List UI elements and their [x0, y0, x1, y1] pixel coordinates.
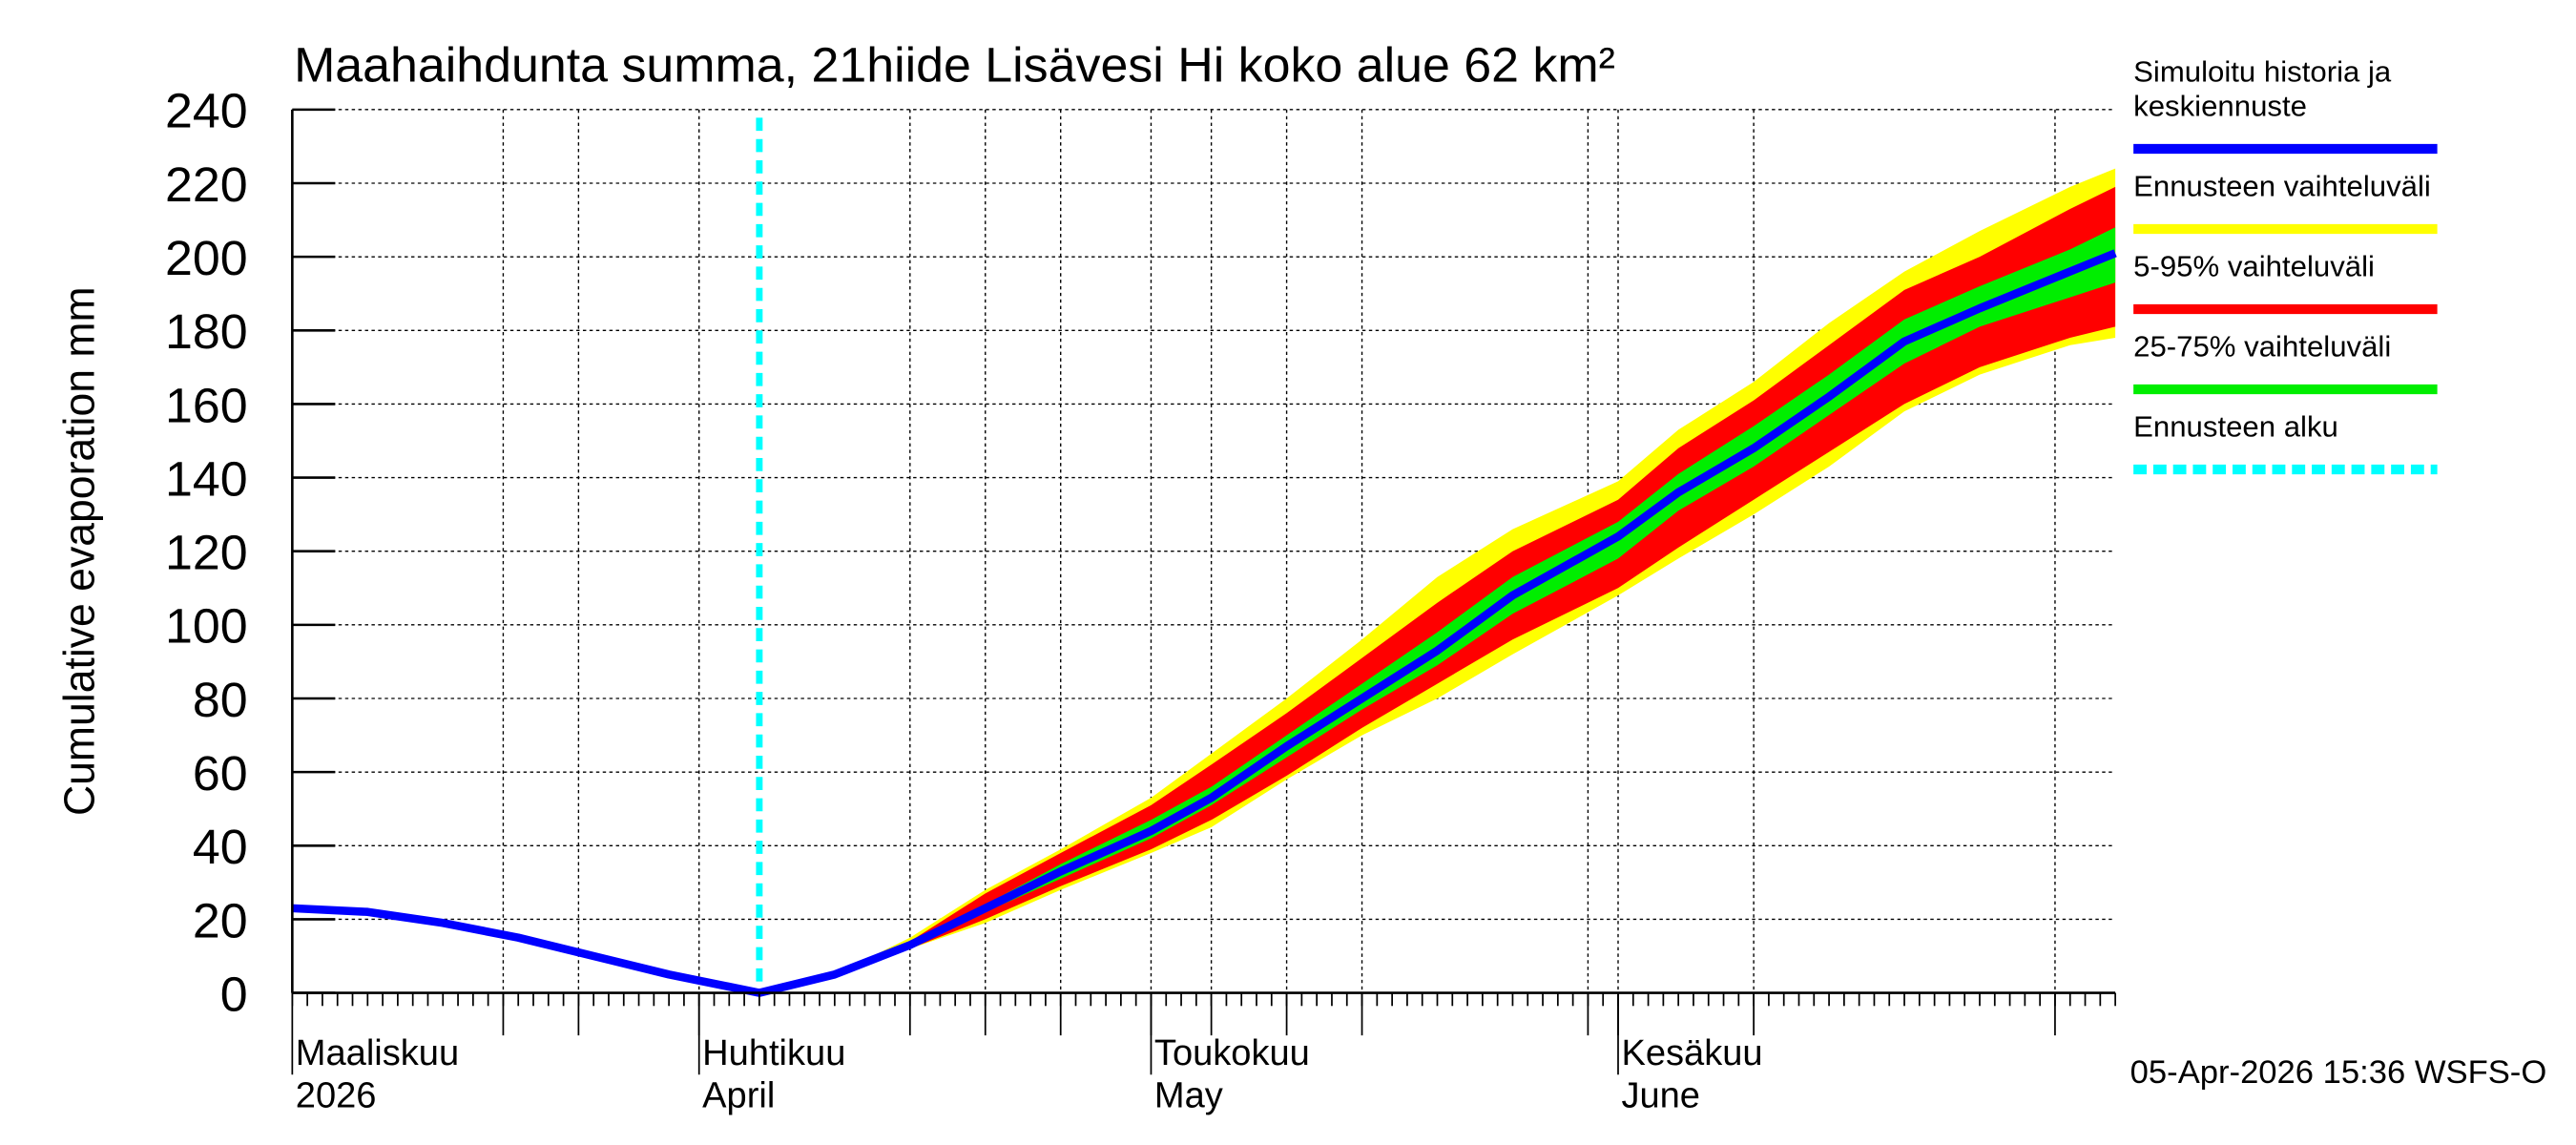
band-full-range [758, 168, 2116, 993]
y-tick-label: 100 [165, 598, 248, 654]
y-tick-label: 80 [193, 672, 248, 727]
y-tick-label: 120 [165, 525, 248, 580]
y-tick-label: 160 [165, 378, 248, 433]
month-label-sub: 2026 [296, 1076, 377, 1116]
band-25-75 [758, 227, 2116, 993]
month-label-sub: May [1154, 1076, 1223, 1116]
band-5-95 [758, 186, 2116, 993]
y-tick-label: 200 [165, 230, 248, 285]
median-line [292, 249, 2117, 997]
legend-label: 25-75% vaihteluväli [2133, 330, 2391, 364]
month-label: Kesäkuu [1621, 1033, 1762, 1073]
y-axis-label: Cumulative evaporation mm [55, 286, 103, 816]
y-tick-label: 0 [220, 967, 248, 1022]
legend-label: Ennusteen alku [2133, 410, 2338, 444]
y-tick-label: 220 [165, 156, 248, 212]
y-tick-label: 140 [165, 451, 248, 507]
axes: 0 20 40 60 80 100 120 140 160 180 200 220 240 Maalisk… [165, 83, 2116, 1116]
y-tick-label: 60 [193, 745, 248, 801]
legend-label: 5-95% vaihteluväli [2133, 250, 2375, 283]
legend-label: Simuloitu historia ja [2133, 55, 2392, 89]
legend-label: Ennusteen vaihteluväli [2133, 170, 2431, 203]
month-label: Toukokuu [1154, 1033, 1310, 1073]
y-tick-label: 180 [165, 303, 248, 359]
grid [292, 109, 2116, 993]
forecast-bands [758, 168, 2116, 993]
legend-label: keskiennuste [2133, 90, 2307, 123]
y-tick-label: 40 [193, 819, 248, 874]
month-label: Maaliskuu [296, 1033, 459, 1073]
month-label: Huhtikuu [702, 1033, 845, 1073]
y-tick-label: 240 [165, 83, 248, 138]
month-label-sub: April [702, 1076, 775, 1116]
month-label-sub: June [1621, 1076, 1700, 1116]
chart-title: Maahaihdunta summa, 21hiide Lisävesi Hi … [294, 37, 1615, 93]
series-lines [292, 117, 2117, 997]
y-tick-label: 20 [193, 893, 248, 948]
footer-timestamp: 05-Apr-2026 15:36 WSFS-O [2130, 1054, 2547, 1091]
